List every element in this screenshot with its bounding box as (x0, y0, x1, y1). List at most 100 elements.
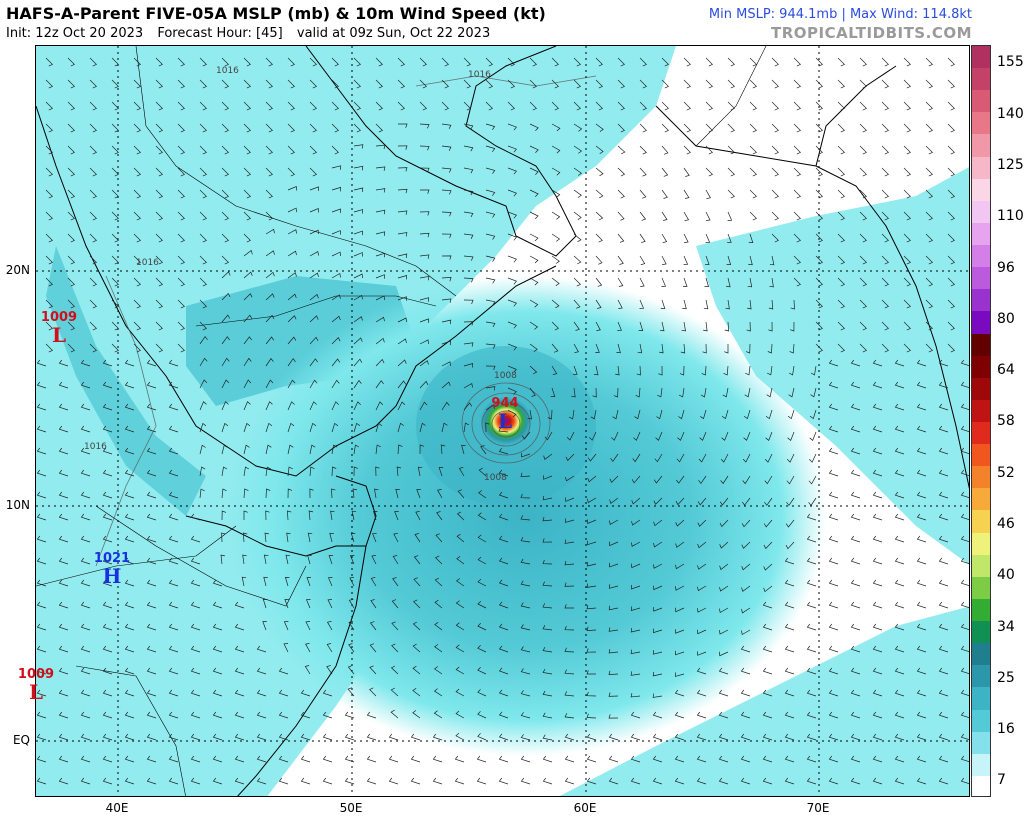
wind-barb (837, 211, 845, 221)
wind-barb (432, 733, 443, 741)
wind-barb (177, 167, 185, 177)
cyclone-pressure-letter: L (497, 409, 513, 433)
wind-barb (815, 211, 823, 221)
wind-barb (850, 513, 861, 521)
wind-barb (371, 555, 377, 565)
wind-barb (498, 447, 509, 455)
wind-barb (683, 277, 688, 287)
wind-barb (146, 535, 157, 543)
wind-barb (746, 321, 751, 332)
wind-barb (722, 387, 729, 398)
wind-barb (265, 271, 275, 279)
wind-barb (564, 647, 575, 653)
wind-barb (881, 233, 889, 243)
wind-barb (903, 233, 911, 243)
wind-barb (947, 101, 955, 111)
wind-barb (947, 145, 955, 155)
wind-barb (80, 579, 91, 587)
wind-barb (463, 79, 471, 89)
wind-barb (859, 321, 867, 331)
wind-barb (611, 431, 619, 441)
wind-barb (850, 535, 861, 543)
wind-barb (124, 359, 135, 367)
wind-barb (762, 777, 773, 785)
wind-barb (146, 711, 157, 719)
wind-barb (243, 249, 253, 257)
wind-barb (419, 101, 427, 111)
wind-barb (696, 711, 707, 719)
wind-barb (441, 422, 448, 433)
wind-barb (124, 469, 135, 477)
wind-barb (168, 557, 179, 565)
wind-barb (661, 79, 669, 89)
wind-barb (520, 755, 531, 763)
wind-barb (419, 297, 430, 302)
wind-barb (743, 431, 751, 441)
wind-barb (652, 650, 663, 655)
wind-barb (727, 233, 732, 243)
wind-barb (749, 167, 757, 177)
wind-barb (609, 475, 619, 483)
wind-barb (815, 167, 823, 177)
wind-barb (243, 57, 251, 67)
wind-barb (287, 336, 297, 345)
wind-barb (720, 453, 729, 463)
wind-barb (564, 539, 575, 544)
wind-barb (390, 665, 399, 675)
wind-barb (331, 145, 339, 155)
wind-barb (353, 79, 361, 89)
wind-barb (221, 336, 230, 345)
wind-barb (331, 57, 339, 67)
wind-barb (67, 321, 75, 331)
wind-barb (837, 343, 845, 353)
wind-barb (463, 277, 474, 283)
wind-barb (916, 667, 927, 675)
wind-barb (264, 532, 269, 543)
wind-barb (925, 123, 933, 133)
wind-barb (947, 299, 955, 309)
wind-barb (375, 316, 385, 323)
wind-barb (520, 536, 531, 543)
wind-barb (410, 755, 421, 763)
wind-barb (815, 233, 823, 243)
wind-barb (661, 57, 669, 67)
wind-barb (542, 646, 553, 653)
wind-barb (306, 577, 311, 587)
wind-barb (414, 533, 421, 543)
wind-barb (652, 671, 663, 677)
wind-barb (617, 211, 625, 221)
wind-barb (212, 711, 223, 719)
wind-barb (520, 668, 531, 675)
wind-barb (89, 79, 97, 89)
wind-barb (916, 777, 927, 785)
wind-barb (521, 452, 531, 458)
wind-barb (287, 466, 293, 477)
wind-barb (631, 585, 641, 590)
wind-barb (542, 777, 553, 785)
wind-barb (542, 690, 553, 697)
wind-barb (806, 689, 817, 697)
wind-barb (352, 488, 358, 499)
wind-barb (287, 229, 297, 235)
wind-barb (375, 295, 385, 301)
wind-barb (67, 79, 75, 89)
wind-barb (725, 299, 730, 310)
wind-barb (595, 189, 604, 199)
wind-barb (168, 491, 179, 499)
wind-barb (617, 57, 625, 67)
wind-barb (242, 554, 247, 565)
wind-barb (960, 579, 969, 587)
wind-barb (168, 667, 179, 675)
wind-barb (102, 579, 113, 587)
colorbar-label: 34 (997, 619, 1015, 635)
wind-barb (177, 189, 185, 199)
wind-barb (441, 401, 450, 411)
colorbar-segment (972, 245, 990, 268)
wind-barb (396, 466, 402, 477)
wind-barb (419, 79, 427, 89)
wind-barb (124, 491, 135, 499)
wind-barb (287, 207, 297, 213)
wind-barb (441, 79, 449, 89)
wind-barb (960, 601, 969, 609)
wind-barb (675, 519, 685, 527)
